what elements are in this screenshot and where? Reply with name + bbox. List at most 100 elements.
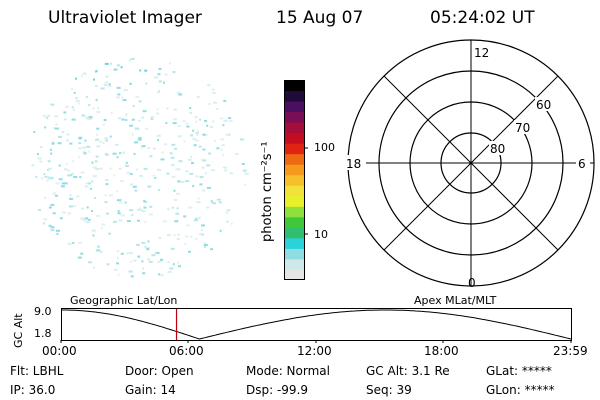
uv-speckle — [204, 133, 208, 136]
uv-speckle — [221, 144, 225, 147]
uv-speckle — [151, 254, 156, 257]
uv-speckle — [225, 133, 228, 136]
colorbar-band — [284, 90, 305, 102]
uv-speckle — [156, 134, 161, 137]
uv-speckle — [123, 151, 126, 154]
uv-speckle — [65, 139, 69, 142]
uv-speckle — [134, 127, 139, 130]
uv-speckle — [126, 172, 129, 175]
uv-speckle — [143, 206, 147, 209]
uv-speckle — [206, 186, 211, 189]
uv-speckle — [67, 212, 71, 215]
uv-speckle — [190, 235, 193, 238]
uv-speckle — [52, 212, 56, 215]
uv-speckle — [177, 180, 181, 183]
uv-speckle — [117, 256, 119, 259]
uv-speckle — [177, 125, 181, 128]
uv-speckle — [195, 175, 199, 178]
uv-speckle — [157, 73, 161, 76]
uv-speckle — [149, 155, 153, 158]
uv-speckle — [129, 183, 133, 186]
uv-speckle — [69, 142, 73, 145]
uv-speckle — [220, 117, 224, 120]
uv-speckle — [186, 224, 190, 227]
uv-speckle — [225, 211, 229, 214]
mlt-label-6: 6 — [578, 157, 586, 171]
colorbar-band — [284, 80, 305, 92]
uv-speckle — [75, 100, 80, 103]
orbit-x-tick-label: 18:00 — [424, 344, 459, 358]
uv-speckle — [93, 78, 95, 81]
uv-speckle — [169, 152, 173, 155]
uv-speckle — [108, 232, 112, 235]
orbit-y-tick: 9.0 — [34, 305, 52, 318]
polar-diagonal-2 — [383, 75, 559, 251]
uv-speckle — [178, 93, 183, 96]
uv-speckle — [142, 267, 144, 270]
uv-speckle — [103, 119, 107, 121]
mode-status: Mode: Normal — [246, 364, 330, 378]
uv-speckle — [46, 176, 50, 179]
uv-speckle — [108, 84, 112, 87]
uv-speckle — [128, 59, 131, 62]
uv-speckle — [117, 93, 121, 96]
uv-speckle — [123, 89, 128, 92]
uv-speckle — [65, 163, 68, 166]
uv-speckle — [224, 169, 228, 172]
uv-speckle — [172, 263, 175, 266]
image-time: 05:24:02 UT — [430, 8, 535, 28]
uv-speckle — [216, 198, 221, 201]
uv-speckle — [121, 96, 124, 99]
uv-speckle — [203, 244, 208, 246]
mlat-label-80: 80 — [490, 142, 506, 156]
uv-speckle — [157, 168, 162, 171]
uv-speckle — [185, 180, 190, 183]
uv-speckle — [50, 229, 55, 232]
uv-speckle — [135, 243, 140, 246]
uv-speckle — [228, 117, 232, 119]
uv-speckle — [228, 119, 233, 122]
mlt-label-0: 0 — [468, 276, 476, 290]
uv-speckle — [60, 185, 65, 188]
colorbar-band — [284, 237, 305, 249]
uv-speckle — [78, 147, 83, 150]
uv-speckle — [137, 255, 141, 258]
uv-speckle — [83, 150, 86, 153]
uv-speckle — [234, 152, 239, 155]
uv-speckle — [201, 166, 205, 169]
uv-speckle — [69, 194, 72, 197]
uv-speckle — [44, 196, 47, 199]
uv-speckle — [160, 158, 165, 161]
uv-speckle — [95, 70, 98, 73]
uv-speckle — [189, 134, 193, 137]
uv-speckle — [222, 124, 225, 127]
uv-speckle — [171, 175, 176, 178]
uv-speckle — [50, 203, 55, 206]
uv-speckle — [132, 185, 137, 188]
uv-speckle — [158, 90, 160, 93]
uv-speckle — [149, 205, 153, 208]
uv-speckle — [189, 107, 192, 109]
uv-speckle — [80, 217, 85, 220]
uv-speckle — [78, 241, 83, 244]
uv-speckle — [188, 206, 193, 209]
uv-speckle — [139, 174, 144, 177]
mlt-label-18: 18 — [346, 157, 362, 171]
uv-speckle — [57, 142, 62, 145]
uv-speckle — [172, 118, 177, 121]
label-bg — [472, 48, 490, 63]
uv-speckle — [194, 116, 198, 119]
uv-speckle — [134, 189, 138, 192]
uv-speckle — [120, 252, 124, 255]
uv-speckle — [44, 175, 48, 178]
uv-speckle — [148, 213, 153, 216]
uv-speckle — [203, 245, 206, 248]
colorbar-band — [284, 174, 305, 186]
uv-speckle — [213, 101, 218, 104]
uv-speckle — [165, 122, 168, 125]
uv-speckle — [176, 91, 181, 94]
uv-speckle — [108, 83, 111, 86]
uv-speckle — [220, 138, 225, 141]
uv-speckle — [99, 140, 102, 143]
uv-speckle — [48, 224, 52, 227]
